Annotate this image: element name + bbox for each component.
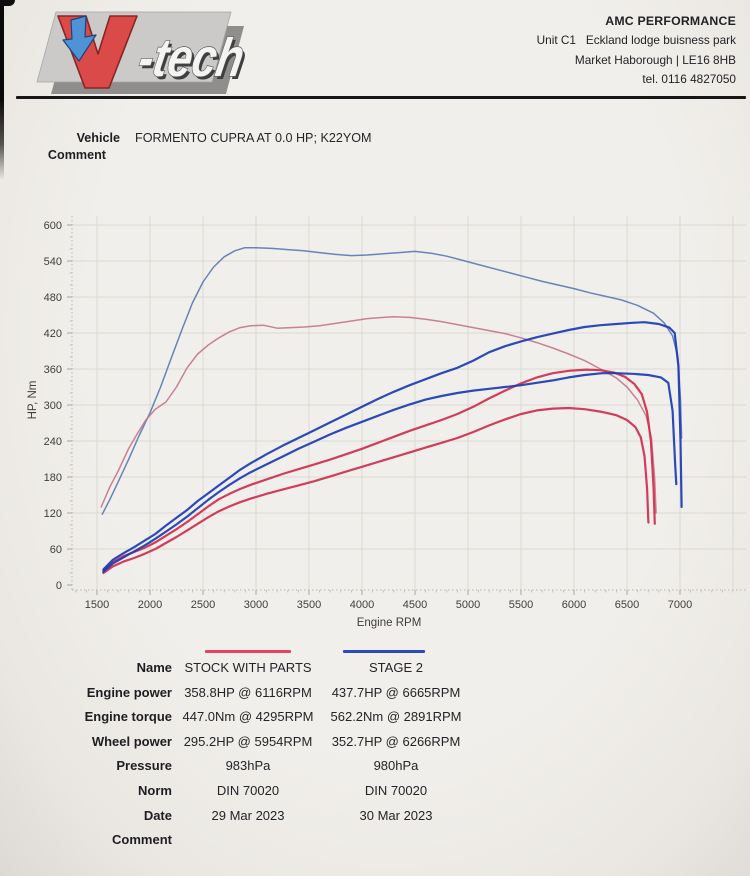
address-line: Unit C1 Eckland lodge buisness park xyxy=(536,33,736,48)
curve-stock-with-parts-engine-power-hp xyxy=(102,368,656,572)
results-row: Name STOCK WITH PARTS STAGE 2 xyxy=(0,656,750,681)
x-axis-title: Engine RPM xyxy=(357,617,422,629)
y-axis-tick-label: 240 xyxy=(44,436,62,448)
x-axis-tick-label: 5000 xyxy=(456,599,480,611)
y-axis-title: HP, Nm xyxy=(27,381,39,420)
row-label: Engine torque xyxy=(84,709,172,725)
row-label: Wheel power xyxy=(91,733,172,749)
curve-stock-with-parts-engine-torque-nm xyxy=(100,316,657,514)
results-row: Norm DIN 70020 DIN 70020 xyxy=(0,779,750,804)
x-axis-tick-label: 6000 xyxy=(562,599,586,611)
results-row: Wheel power 295.2HP @ 5954RPM 352.7HP @ 62… xyxy=(0,730,750,755)
x-axis-tick-label: 4000 xyxy=(350,599,374,611)
row-value-stage2: 980hPa xyxy=(373,758,419,774)
x-axis-tick-label: 2500 xyxy=(191,599,215,611)
vehicle-label: Vehicle xyxy=(76,131,120,145)
chart-gridlines xyxy=(72,216,746,590)
x-axis-tick-label: 3500 xyxy=(297,599,321,611)
row-value-stage2: 437.7HP @ 6665RPM xyxy=(331,684,461,700)
row-value-stage2 xyxy=(324,828,468,853)
vtech-logo: -tech -tech xyxy=(16,4,251,103)
legend-swatch xyxy=(205,650,291,653)
row-value-stock: 358.8HP @ 6116RPM xyxy=(184,684,312,700)
curve-stage-2-wheel-power-hp xyxy=(102,372,678,573)
row-value-stage2: DIN 70020 xyxy=(364,782,428,798)
y-axis-tick-label: 120 xyxy=(44,508,62,520)
row-value-stage2: 352.7HP @ 6266RPM xyxy=(331,733,461,749)
legend-swatch xyxy=(343,650,425,653)
x-axis-tick-label: 2000 xyxy=(138,599,162,611)
y-axis-tick-label: 300 xyxy=(44,400,62,412)
x-axis-tick-label: 1500 xyxy=(85,599,109,611)
header-divider xyxy=(16,96,746,99)
chart-tick-labels: 1500 2000 2500 3000 3500 4000 4500 5000 5500 6000… xyxy=(44,220,693,611)
row-value-stage2: STAGE 2 xyxy=(369,660,423,675)
y-axis-tick-label: 60 xyxy=(50,544,62,556)
y-axis-tick-label: 540 xyxy=(44,256,62,268)
company-name: AMC PERFORMANCE xyxy=(605,14,736,28)
row-value-stage2: 562.2Nm @ 2891RPM xyxy=(330,709,462,725)
y-axis-tick-label: 0 xyxy=(56,580,62,592)
logo-arrow-down-icon xyxy=(62,15,97,62)
results-row: Comment xyxy=(0,828,750,853)
row-value-stock xyxy=(172,828,324,853)
row-value-stock: STOCK WITH PARTS xyxy=(184,660,312,675)
results-row: Engine power 358.8HP @ 6116RPM 437.7HP @ 6… xyxy=(0,681,750,706)
row-label: Engine power xyxy=(86,684,172,700)
results-row: Pressure 983hPa 980hPa xyxy=(0,754,750,779)
results-row: Date 29 Mar 2023 30 Mar 2023 xyxy=(0,804,750,829)
y-axis-tick-label: 420 xyxy=(44,328,62,340)
vehicle-value: FORMENTO CUPRA AT 0.0 HP; K22YOM xyxy=(135,131,372,145)
x-axis-tick-label: 5500 xyxy=(509,599,533,611)
vehicle-row: Vehicle FORMENTO CUPRA AT 0.0 HP; K22YOM xyxy=(0,111,372,165)
row-label: Norm xyxy=(138,782,172,798)
curve-stage-2-engine-torque-nm xyxy=(101,247,683,515)
row-value-stock: 983hPa xyxy=(225,758,271,774)
address-phone: tel. 0116 4827050 xyxy=(642,72,736,87)
row-value-stock: 29 Mar 2023 xyxy=(211,807,285,823)
x-axis-tick-label: 4500 xyxy=(403,599,427,611)
vtech-logo-graphic: -tech -tech xyxy=(36,11,251,94)
y-axis-tick-label: 480 xyxy=(44,292,62,304)
y-axis-tick-label: 360 xyxy=(44,364,62,376)
address-line: Market Haborough | LE16 8HB xyxy=(574,52,736,67)
row-value-stage2: 30 Mar 2023 xyxy=(359,807,433,823)
row-label: Comment xyxy=(112,832,172,848)
logo-text-shadow: -tech xyxy=(137,30,251,91)
row-label: Pressure xyxy=(116,758,172,774)
x-axis-tick-label: 3000 xyxy=(244,599,268,611)
results-rows: Name STOCK WITH PARTS STAGE 2 Engine power 3… xyxy=(0,656,750,853)
chart-axes xyxy=(71,216,746,591)
chart-curves xyxy=(100,247,683,575)
photo-edge-shadow xyxy=(0,0,4,180)
row-label: Date xyxy=(143,807,172,823)
y-axis-tick-label: 600 xyxy=(44,220,62,232)
company-address: AMC PERFORMANCE Unit C1 Eckland lodge bu… xyxy=(537,12,736,90)
comment-label: Comment xyxy=(47,148,106,162)
logo-text: -tech xyxy=(134,27,249,88)
comment-row: Comment xyxy=(0,146,106,164)
row-value-stock: 295.2HP @ 5954RPM xyxy=(183,733,313,749)
x-axis-tick-label: 6500 xyxy=(615,599,639,611)
row-value-stock: 447.0Nm @ 4295RPM xyxy=(182,709,314,725)
results-row: Engine torque 447.0Nm @ 4295RPM 562.2Nm @ … xyxy=(0,705,750,730)
row-label: Name xyxy=(136,660,172,675)
curve-stage-2-engine-power-hp xyxy=(102,321,683,571)
chart-ticks xyxy=(67,224,734,595)
chart-axis-titles: Engine RPM HP, Nm xyxy=(27,381,421,629)
row-value-stock: DIN 70020 xyxy=(216,782,280,798)
y-axis-tick-label: 180 xyxy=(44,472,62,484)
photo-corner-shadow xyxy=(0,0,15,6)
curve-stock-with-parts-wheel-power-hp xyxy=(102,406,650,575)
x-axis-tick-label: 7000 xyxy=(668,599,692,611)
